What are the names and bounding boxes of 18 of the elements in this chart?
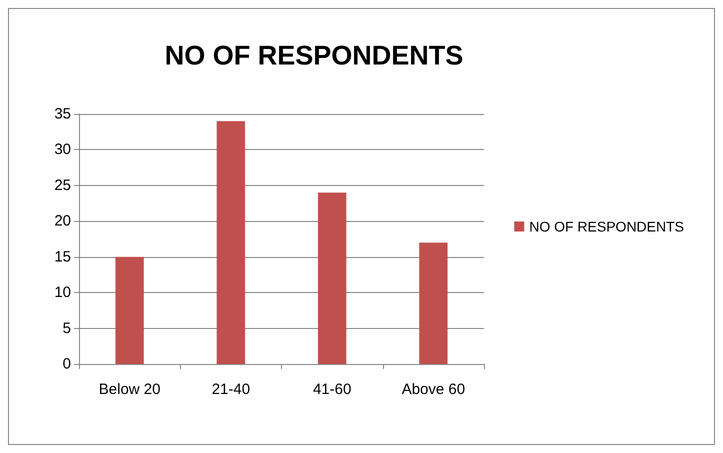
x-tick-label: Below 20 [98,381,160,398]
y-tick-label: 25 [54,176,71,194]
x-tick-label: Above 60 [402,381,466,398]
chart-title: NO OF RESPONDENTS [164,40,464,70]
y-tick-label: 10 [54,284,71,302]
x-tick-label: 21-40 [212,381,250,398]
y-tick-label: 20 [54,212,71,230]
y-tick-label: 5 [62,320,71,337]
x-tick-label: 41-60 [312,381,352,398]
legend-label: NO OF RESPONDENTS [529,218,684,234]
y-tick-label: 0 [62,356,71,372]
bar [419,242,448,364]
bar [318,192,346,364]
bar [115,256,144,364]
bar [216,121,246,364]
y-tick-label: 30 [54,141,71,158]
y-tick-label: 15 [54,248,71,266]
y-tick-label: 35 [54,106,71,122]
